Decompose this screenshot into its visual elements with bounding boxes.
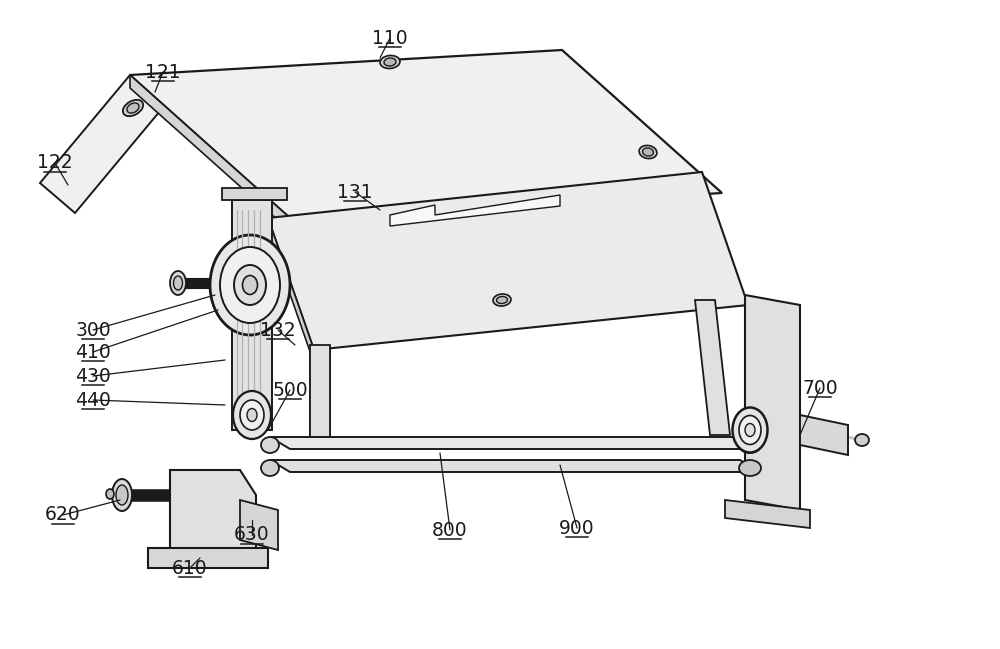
- Text: 300: 300: [75, 321, 111, 339]
- Text: 430: 430: [75, 367, 111, 386]
- Ellipse shape: [261, 437, 279, 453]
- Text: 620: 620: [45, 506, 81, 524]
- Ellipse shape: [234, 265, 266, 305]
- Text: 630: 630: [234, 526, 270, 545]
- Ellipse shape: [739, 415, 761, 445]
- Text: 610: 610: [172, 559, 208, 578]
- Polygon shape: [170, 470, 256, 552]
- Polygon shape: [270, 437, 760, 449]
- Ellipse shape: [127, 103, 139, 113]
- Polygon shape: [695, 300, 730, 435]
- Ellipse shape: [112, 479, 132, 511]
- Polygon shape: [725, 500, 810, 528]
- Polygon shape: [130, 75, 290, 231]
- Ellipse shape: [170, 271, 186, 295]
- Ellipse shape: [247, 408, 257, 421]
- Ellipse shape: [242, 275, 258, 295]
- Ellipse shape: [116, 485, 128, 505]
- Ellipse shape: [493, 294, 511, 306]
- Ellipse shape: [233, 391, 271, 439]
- Polygon shape: [310, 345, 330, 440]
- Text: 800: 800: [432, 520, 468, 539]
- Ellipse shape: [380, 55, 400, 69]
- Polygon shape: [745, 295, 800, 510]
- Ellipse shape: [855, 434, 869, 446]
- Polygon shape: [268, 172, 748, 350]
- Ellipse shape: [210, 235, 290, 335]
- Ellipse shape: [261, 460, 279, 476]
- Ellipse shape: [745, 424, 755, 437]
- Text: 121: 121: [145, 62, 181, 82]
- Polygon shape: [222, 188, 287, 200]
- Text: 132: 132: [260, 321, 296, 339]
- Polygon shape: [270, 460, 760, 472]
- Ellipse shape: [739, 437, 761, 453]
- Ellipse shape: [739, 460, 761, 476]
- Text: 410: 410: [75, 343, 111, 361]
- Polygon shape: [130, 50, 722, 218]
- Ellipse shape: [240, 400, 264, 430]
- Text: 700: 700: [802, 378, 838, 397]
- Ellipse shape: [384, 58, 396, 66]
- Text: 122: 122: [37, 154, 73, 173]
- Ellipse shape: [123, 100, 143, 116]
- Text: 131: 131: [337, 182, 373, 201]
- Polygon shape: [148, 548, 268, 568]
- Ellipse shape: [106, 489, 114, 499]
- Polygon shape: [40, 75, 165, 213]
- Polygon shape: [240, 500, 278, 550]
- Ellipse shape: [174, 276, 182, 290]
- Polygon shape: [232, 200, 272, 430]
- Text: 110: 110: [372, 29, 408, 47]
- Ellipse shape: [497, 297, 507, 304]
- Polygon shape: [800, 415, 848, 455]
- Polygon shape: [390, 195, 560, 226]
- Polygon shape: [268, 218, 314, 363]
- Ellipse shape: [639, 145, 657, 158]
- Ellipse shape: [732, 408, 768, 452]
- Text: 900: 900: [559, 519, 595, 537]
- Ellipse shape: [220, 247, 280, 323]
- Text: 440: 440: [75, 391, 111, 410]
- Text: 500: 500: [272, 380, 308, 400]
- Ellipse shape: [643, 148, 653, 156]
